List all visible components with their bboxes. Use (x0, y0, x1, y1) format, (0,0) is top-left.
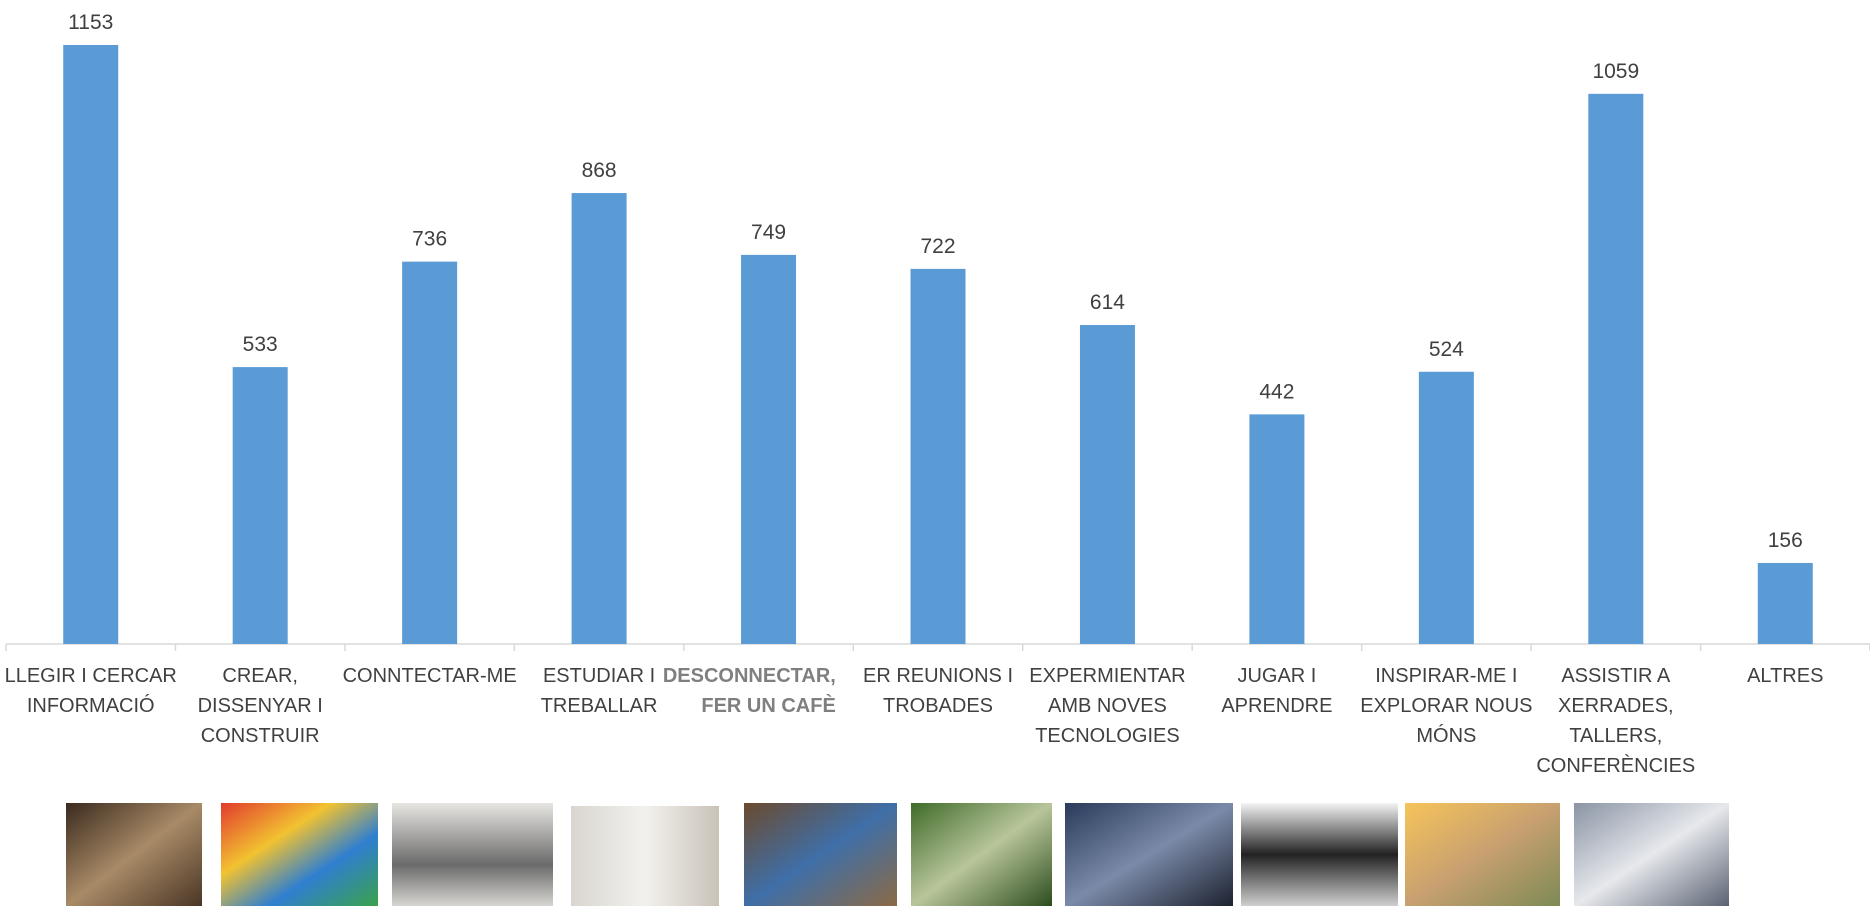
x-tick-label-line: CONNTECTAR-ME (343, 665, 517, 687)
photo (1241, 803, 1398, 906)
photo (1574, 803, 1729, 906)
data-label: 1059 (1592, 60, 1639, 83)
x-tick-label: CONNTECTAR-ME (343, 665, 517, 687)
data-label: 749 (751, 221, 786, 244)
x-tick-label-line: ER REUNIONS I (863, 665, 1013, 687)
photos (66, 803, 1729, 906)
data-label: 156 (1768, 529, 1803, 552)
bar (1249, 414, 1305, 644)
bar (571, 193, 627, 644)
x-tick-label-line: XERRADES, (1558, 695, 1674, 717)
bar (1418, 371, 1474, 644)
x-tick-label-line: TREBALLAR (541, 695, 658, 717)
bar (1757, 562, 1813, 644)
bar (1588, 93, 1644, 644)
x-tick-label-line: CREAR, (222, 665, 298, 687)
x-tick-label: ER REUNIONS I TROBADES (863, 665, 1013, 717)
x-tick-label: INSPIRAR-ME I EXPLORAR NOUS MÓNS (1360, 665, 1532, 747)
x-tick-label-line: TROBADES (883, 695, 993, 717)
bar (232, 367, 288, 644)
x-tick-label-line: ASSISTIR A (1561, 665, 1671, 687)
photo (1405, 803, 1560, 906)
bar (741, 254, 797, 644)
photo (66, 803, 202, 906)
x-tick-label: LLEGIR I CERCAR INFORMACIÓ (5, 665, 177, 717)
bar (63, 45, 119, 644)
x-tick-label-line: DESCONNECTAR, (663, 665, 836, 687)
x-tick-label: DESCONNECTAR, FER UN CAFÈ (663, 665, 836, 717)
x-tick-label: CREAR, DISSENYAR I CONSTRUIR (198, 665, 323, 747)
data-label: 524 (1429, 338, 1464, 361)
x-tick-label-line: ALTRES (1747, 665, 1823, 687)
x-tick-label: ESTUDIAR I TREBALLAR (541, 665, 658, 717)
bar (910, 268, 966, 644)
x-tick-label-line: LLEGIR I CERCAR (5, 665, 177, 687)
x-tick-label-line: INFORMACIÓ (27, 694, 155, 717)
data-label: 533 (243, 333, 278, 356)
x-tick-label: ALTRES (1747, 665, 1823, 687)
x-tick-label-line: INSPIRAR-ME I (1375, 665, 1517, 687)
x-tick-label-line: TALLERS, (1569, 725, 1662, 747)
x-tick-label: ASSISTIR A XERRADES, TALLERS, CONFERÈNCIES (1536, 665, 1695, 777)
x-tick-label-line: JUGAR I (1237, 665, 1316, 687)
data-label: 736 (412, 228, 447, 251)
x-tick-label-line: CONFERÈNCIES (1536, 754, 1695, 777)
x-tick-label-line: TECNOLOGIES (1035, 725, 1179, 747)
x-tick-label-line: EXPLORAR NOUS (1360, 695, 1532, 717)
data-label: 722 (920, 235, 955, 258)
photo (221, 803, 378, 906)
photo (744, 803, 897, 906)
photo (911, 803, 1052, 906)
bar (402, 261, 458, 644)
x-tick-label-line: EXPERMIENTAR (1029, 665, 1185, 687)
data-label: 868 (582, 159, 617, 182)
x-tick-label: JUGAR I APRENDRE (1221, 665, 1332, 717)
x-tick-label-line: ESTUDIAR I (543, 665, 655, 687)
x-tick-label-line: MÓNS (1416, 724, 1476, 747)
x-tick-label: EXPERMIENTAR AMB NOVES TECNOLOGIES (1029, 665, 1185, 747)
x-tick-label-line: DISSENYAR I (198, 695, 323, 717)
photo (1065, 803, 1233, 906)
x-tick-label-line: CONSTRUIR (201, 725, 320, 747)
data-label: 1153 (68, 11, 113, 34)
data-label: 614 (1090, 291, 1125, 314)
x-tick-label-line: AMB NOVES (1048, 695, 1167, 717)
x-tick-label-line: FER UN CAFÈ (701, 694, 835, 717)
photo (571, 806, 719, 906)
bar (1079, 325, 1135, 644)
photo (392, 803, 553, 906)
data-label: 442 (1259, 380, 1294, 403)
x-tick-label-line: APRENDRE (1221, 695, 1332, 717)
